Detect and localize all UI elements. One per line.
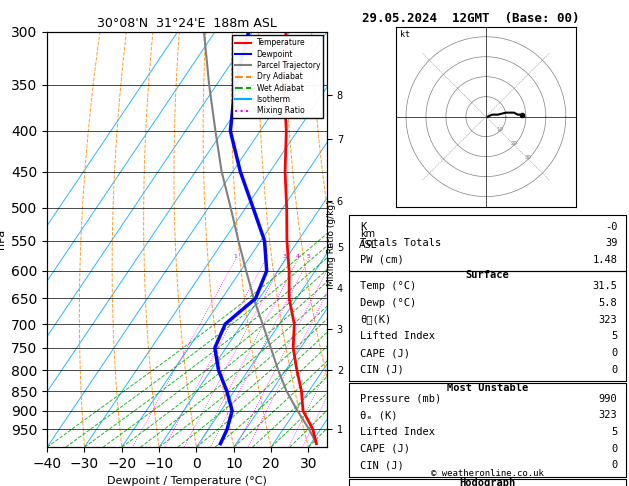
Text: 5: 5: [307, 254, 311, 259]
Text: 0: 0: [611, 348, 618, 358]
Y-axis label: km
ASL: km ASL: [359, 228, 377, 250]
Text: 0: 0: [611, 364, 618, 375]
Text: Dewp (°C): Dewp (°C): [360, 298, 416, 308]
Text: 323: 323: [599, 314, 618, 325]
Text: 2: 2: [264, 254, 268, 259]
Text: CAPE (J): CAPE (J): [360, 444, 410, 454]
Text: Hodograph: Hodograph: [459, 478, 516, 486]
Text: Lifted Index: Lifted Index: [360, 331, 435, 341]
Text: 1: 1: [234, 254, 238, 259]
Y-axis label: hPa: hPa: [0, 229, 6, 249]
Text: 1.48: 1.48: [593, 255, 618, 265]
Text: 5: 5: [611, 427, 618, 437]
Text: CIN (J): CIN (J): [360, 461, 404, 470]
Text: 990: 990: [599, 394, 618, 403]
Text: θᴇ(K): θᴇ(K): [360, 314, 391, 325]
Text: 0: 0: [611, 461, 618, 470]
Title: 30°08'N  31°24'E  188m ASL: 30°08'N 31°24'E 188m ASL: [97, 17, 277, 31]
Text: 0: 0: [611, 444, 618, 454]
Text: Surface: Surface: [465, 270, 509, 280]
Text: 5.8: 5.8: [599, 298, 618, 308]
Text: 31.5: 31.5: [593, 281, 618, 291]
Text: 30: 30: [525, 155, 532, 159]
Text: 10: 10: [496, 127, 503, 132]
Text: kt: kt: [400, 30, 410, 39]
Text: 3: 3: [282, 254, 286, 259]
Text: Pressure (mb): Pressure (mb): [360, 394, 442, 403]
Text: PW (cm): PW (cm): [360, 255, 404, 265]
Text: Temp (°C): Temp (°C): [360, 281, 416, 291]
Legend: Temperature, Dewpoint, Parcel Trajectory, Dry Adiabat, Wet Adiabat, Isotherm, Mi: Temperature, Dewpoint, Parcel Trajectory…: [232, 35, 323, 118]
Text: 4: 4: [296, 254, 300, 259]
Text: -0: -0: [605, 222, 618, 231]
Text: Most Unstable: Most Unstable: [447, 382, 528, 393]
Text: CAPE (J): CAPE (J): [360, 348, 410, 358]
Text: θₑ (K): θₑ (K): [360, 410, 398, 420]
Text: Lifted Index: Lifted Index: [360, 427, 435, 437]
Text: 323: 323: [599, 410, 618, 420]
Text: Totals Totals: Totals Totals: [360, 238, 442, 248]
Text: 20: 20: [510, 140, 518, 146]
Text: 29.05.2024  12GMT  (Base: 00): 29.05.2024 12GMT (Base: 00): [362, 12, 579, 25]
Text: 39: 39: [605, 238, 618, 248]
Text: © weatheronline.co.uk: © weatheronline.co.uk: [431, 469, 544, 478]
Text: 5: 5: [611, 331, 618, 341]
X-axis label: Dewpoint / Temperature (°C): Dewpoint / Temperature (°C): [107, 476, 267, 486]
Text: CIN (J): CIN (J): [360, 364, 404, 375]
Text: Mixing Ratio (g/kg): Mixing Ratio (g/kg): [327, 200, 336, 286]
Text: K: K: [360, 222, 367, 231]
